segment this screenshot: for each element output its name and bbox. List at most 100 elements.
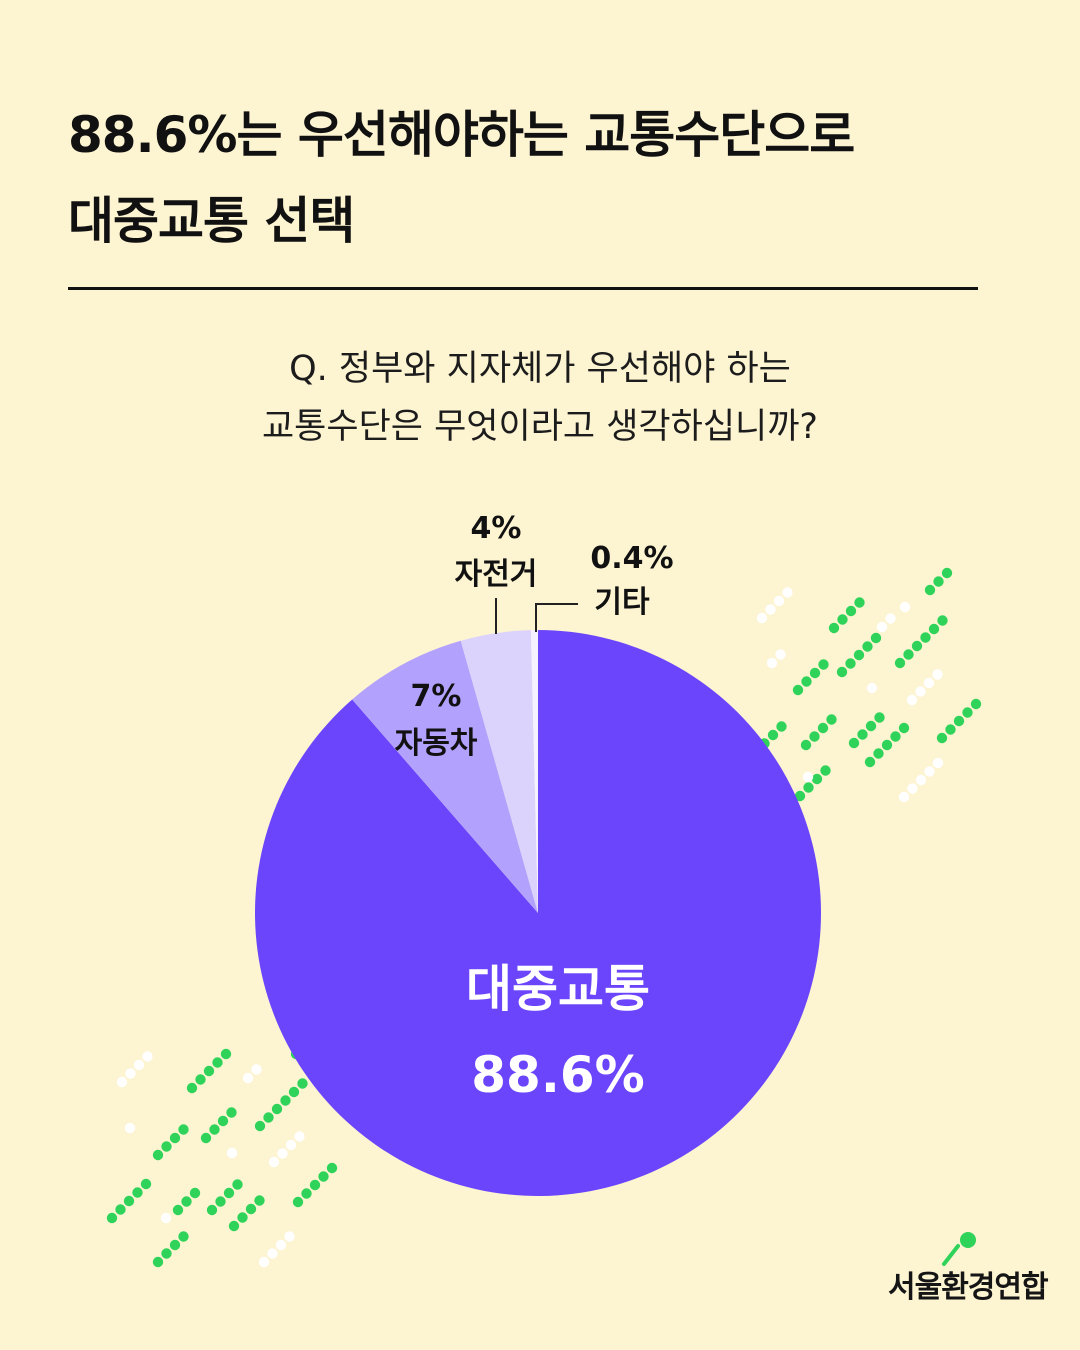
decor-dot — [801, 676, 812, 687]
decor-dot — [932, 757, 944, 769]
decor-dot — [817, 722, 829, 734]
decor-dot — [160, 1212, 172, 1224]
decor-dot — [920, 632, 931, 643]
decor-dot — [309, 1179, 321, 1191]
leader-line-other — [535, 603, 578, 632]
decor-dot — [275, 1239, 287, 1251]
decor-dot — [326, 1162, 338, 1174]
decor-dot — [318, 1171, 329, 1182]
decor-dot — [865, 720, 877, 732]
decor-dot — [924, 766, 935, 777]
decor-dot — [848, 737, 860, 749]
decor-dot — [932, 669, 943, 680]
survey-question: Q. 정부와 지자체가 우선해야 하는 교통수단은 무엇이라고 생각하십니까? — [0, 340, 1080, 456]
decor-dot — [945, 724, 956, 735]
decor-dot — [836, 666, 848, 678]
pie-slice-1 — [255, 630, 822, 1197]
decor-dot — [297, 1078, 308, 1089]
slice-value-other: 0.4% — [590, 541, 673, 576]
decor-dot — [292, 1196, 304, 1208]
decor-dot — [803, 782, 814, 793]
decor-dot — [898, 791, 910, 803]
decor-dot — [251, 1064, 262, 1075]
decor-dot — [915, 686, 926, 697]
decor-dot — [866, 682, 878, 694]
decor-dot — [862, 641, 873, 652]
organization-logo: 서울환경연합 — [888, 1270, 1049, 1305]
decor-dot — [220, 1048, 232, 1060]
decor-dot — [268, 1156, 280, 1168]
slice-value-bicycle: 4% — [471, 511, 522, 546]
slice-label-other: 기타 — [594, 585, 650, 620]
decor-dot — [125, 1068, 136, 1079]
decor-dot — [123, 1195, 135, 1207]
decor-dot — [800, 739, 812, 751]
decor-dot — [132, 1187, 143, 1198]
pie-slice-4 — [530, 630, 538, 913]
decor-dot — [903, 649, 914, 660]
decor-dot — [140, 1178, 152, 1190]
decor-dot — [267, 1248, 278, 1259]
leaf-icon — [942, 1232, 976, 1266]
decor-dot — [915, 774, 927, 786]
decor-dot — [898, 722, 910, 734]
decor-dot — [756, 612, 768, 624]
decor-dot — [294, 1131, 305, 1142]
decor-dot — [206, 1204, 218, 1216]
decor-dot — [172, 1204, 184, 1216]
headline: 88.6%는 우선해야하는 교통수단으로 대중교통 선택 — [68, 92, 1008, 264]
pie-slice-3 — [460, 630, 538, 913]
decor-dot — [152, 1149, 164, 1161]
decor-dot — [186, 1082, 198, 1094]
decor-dot — [906, 694, 918, 706]
decor-dot — [226, 1107, 237, 1118]
decor-dot — [301, 1188, 312, 1199]
decor-dot — [870, 632, 882, 644]
decor-dot — [178, 1231, 189, 1242]
decor-dot — [907, 783, 918, 794]
decor-dot — [911, 640, 923, 652]
decor-dot — [881, 739, 893, 751]
decor-dot — [263, 1112, 274, 1123]
decor-dot — [232, 1179, 243, 1190]
decor-dot — [209, 1124, 220, 1135]
decor-dot — [258, 1256, 270, 1268]
decor-dot — [828, 622, 840, 634]
decor-dot — [837, 614, 848, 625]
decor-dot — [853, 649, 865, 661]
slice-value-public-transit: 88.6% — [471, 1046, 644, 1104]
decor-dot — [285, 1139, 297, 1151]
slice-label-public-transit: 대중교통 — [466, 960, 650, 1018]
decor-dot — [845, 605, 857, 617]
decor-dot — [245, 1203, 257, 1215]
decor-dot — [941, 567, 953, 579]
decor-dot — [217, 1115, 229, 1127]
decor-dot — [802, 771, 814, 783]
decor-dot — [820, 765, 831, 776]
decor-dot — [280, 1095, 291, 1106]
decor-dot — [782, 587, 793, 598]
decor-dot — [765, 604, 776, 615]
pie-slice-2 — [352, 640, 538, 913]
headline-line-1: 88.6%는 우선해야하는 교통수단으로 — [68, 106, 855, 164]
decor-dot — [937, 615, 948, 626]
decor-dot — [169, 1239, 181, 1251]
decor-dot — [933, 576, 944, 587]
decor-dot — [271, 1103, 283, 1115]
decor-dot — [970, 698, 982, 710]
decor-dot — [203, 1065, 215, 1077]
decor-dot — [228, 1220, 240, 1232]
decor-dot — [237, 1212, 248, 1223]
decor-dot — [115, 1204, 126, 1215]
headline-line-2: 대중교통 선택 — [68, 192, 355, 250]
question-line-1: Q. 정부와 지자체가 우선해야 하는 — [289, 349, 791, 389]
decor-dot — [775, 649, 786, 660]
decor-dot — [242, 1072, 254, 1084]
decor-dot — [178, 1124, 189, 1135]
decor-dot — [953, 715, 965, 727]
decor-dot — [809, 731, 820, 742]
decor-dot — [161, 1141, 172, 1152]
decor-dot — [857, 729, 868, 740]
decor-dot — [116, 1076, 128, 1088]
